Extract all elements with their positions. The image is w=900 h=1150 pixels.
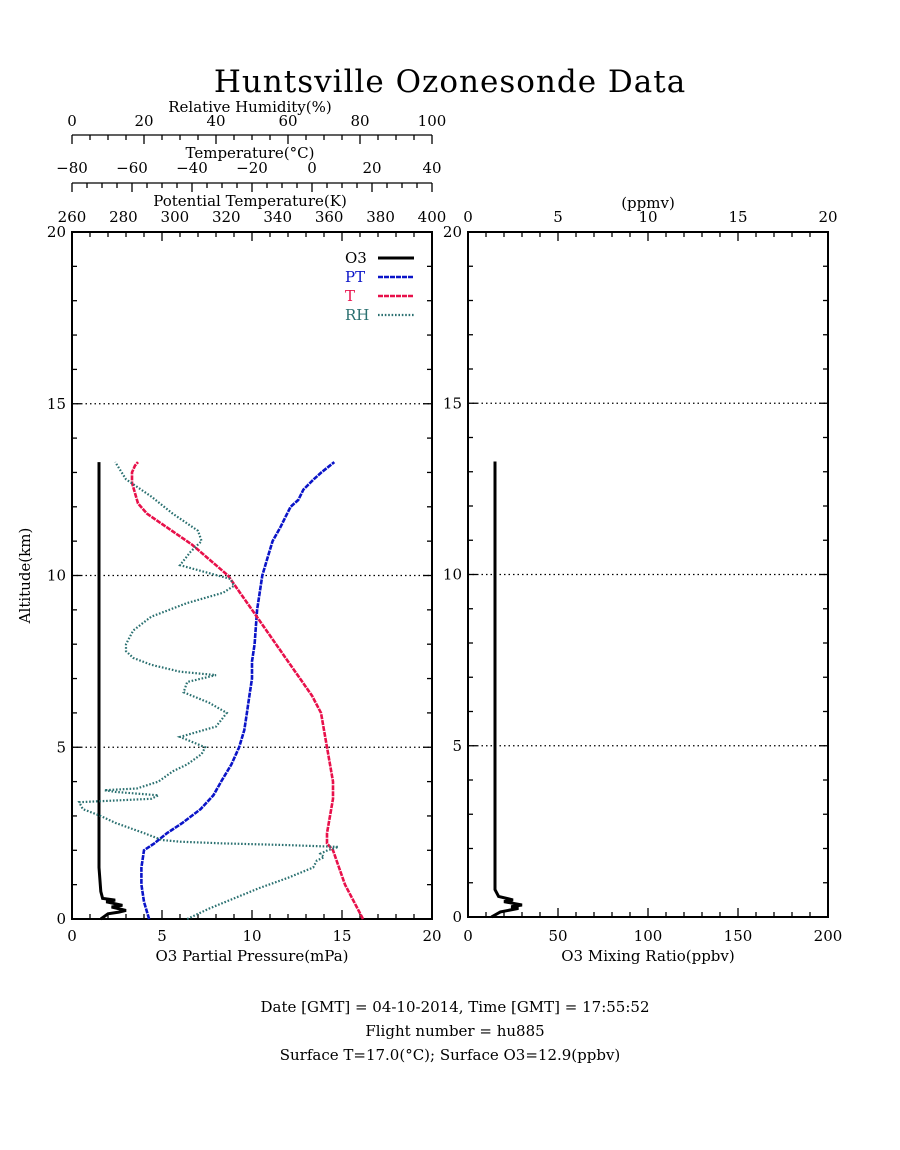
legend-label-pt: PT bbox=[345, 268, 365, 286]
rh-tick-label: 60 bbox=[278, 112, 297, 130]
right-ytick-label: 20 bbox=[443, 223, 462, 241]
pt-tick-label: 380 bbox=[366, 208, 395, 226]
pt-tick-label: 340 bbox=[263, 208, 292, 226]
ppmv-tick-label: 0 bbox=[463, 208, 473, 226]
legend-label-t: T bbox=[345, 287, 355, 305]
series-line-pt bbox=[140, 461, 336, 920]
rh-tick-label: 80 bbox=[350, 112, 369, 130]
pt-tick-label: 280 bbox=[109, 208, 138, 226]
temperature-tick-label: 0 bbox=[307, 159, 317, 177]
series-line-o3 bbox=[97, 462, 127, 921]
ppmv-tick-label: 20 bbox=[818, 208, 837, 226]
mixing-ratio-tick-label: 0 bbox=[463, 927, 473, 945]
ppmv-tick-label: 5 bbox=[553, 208, 563, 226]
series-line-t bbox=[130, 461, 365, 920]
chart-title: Huntsville Ozonesonde Data bbox=[214, 64, 686, 100]
temperature-axis-label: Temperature(°C) bbox=[186, 144, 315, 162]
ppmv-tick-label: 10 bbox=[638, 208, 657, 226]
rh-tick-label: 20 bbox=[134, 112, 153, 130]
ppmv-tick-label: 15 bbox=[728, 208, 747, 226]
footer-date-time: Date [GMT] = 04-10-2014, Time [GMT] = 17… bbox=[260, 998, 649, 1016]
left-ylabel: Altitude(km) bbox=[16, 528, 34, 625]
pt-tick-label: 360 bbox=[315, 208, 344, 226]
pt-axis-label: Potential Temperature(K) bbox=[153, 192, 347, 210]
right-ytick-label: 0 bbox=[452, 908, 462, 926]
mixing-ratio-tick-label: 150 bbox=[724, 927, 753, 945]
temperature-tick-label: 20 bbox=[362, 159, 381, 177]
o3-pp-tick-label: 0 bbox=[67, 927, 77, 945]
pt-tick-label: 320 bbox=[212, 208, 241, 226]
rh-tick-label: 0 bbox=[67, 112, 77, 130]
pt-tick-label: 300 bbox=[161, 208, 190, 226]
left-ytick-label: 15 bbox=[47, 395, 66, 413]
footer-flight-number: Flight number = hu885 bbox=[365, 1022, 544, 1040]
temperature-tick-label: −60 bbox=[116, 159, 148, 177]
rh-axis-label: Relative Humidity(%) bbox=[168, 98, 331, 116]
footer-surface-values: Surface T=17.0(°C); Surface O3=12.9(ppbv… bbox=[280, 1046, 621, 1064]
mixing-ratio-tick-label: 200 bbox=[814, 927, 843, 945]
temperature-tick-label: 40 bbox=[422, 159, 441, 177]
mixing-ratio-axis-label: O3 Mixing Ratio(ppbv) bbox=[561, 947, 734, 965]
legend-label-rh: RH bbox=[345, 306, 369, 324]
legend-label-o3: O3 bbox=[345, 249, 367, 267]
rh-tick-label: 40 bbox=[206, 112, 225, 130]
ppmv-axis-label: (ppmv) bbox=[621, 194, 675, 212]
rh-tick-label: 100 bbox=[418, 112, 447, 130]
left-panel: 0 5 10 15 20 Altitude(km) 0 5 10 15 20 O3 Partial P… bbox=[16, 98, 446, 965]
o3-pp-tick-label: 15 bbox=[332, 927, 351, 945]
o3-pp-tick-label: 10 bbox=[242, 927, 261, 945]
pt-tick-label: 400 bbox=[418, 208, 447, 226]
o3-pp-tick-label: 20 bbox=[422, 927, 441, 945]
pt-tick-label: 260 bbox=[58, 208, 87, 226]
mixing-ratio-tick-label: 50 bbox=[548, 927, 567, 945]
temperature-tick-label: −20 bbox=[236, 159, 268, 177]
right-ytick-label: 10 bbox=[443, 566, 462, 584]
left-ytick-label: 5 bbox=[56, 738, 66, 756]
right-ytick-label: 5 bbox=[452, 737, 462, 755]
series-line-o3-mixing-ratio bbox=[490, 461, 523, 919]
o3-pp-tick-label: 5 bbox=[157, 927, 167, 945]
temperature-tick-label: −40 bbox=[176, 159, 208, 177]
left-ytick-label: 10 bbox=[47, 567, 66, 585]
temperature-tick-label: −80 bbox=[56, 159, 88, 177]
left-ytick-label: 20 bbox=[47, 223, 66, 241]
right-ytick-label: 15 bbox=[443, 394, 462, 412]
mixing-ratio-tick-label: 100 bbox=[634, 927, 663, 945]
o3-pp-axis-label: O3 Partial Pressure(mPa) bbox=[155, 947, 348, 965]
series-line-rh bbox=[77, 461, 339, 920]
left-ytick-label: 0 bbox=[56, 910, 66, 928]
